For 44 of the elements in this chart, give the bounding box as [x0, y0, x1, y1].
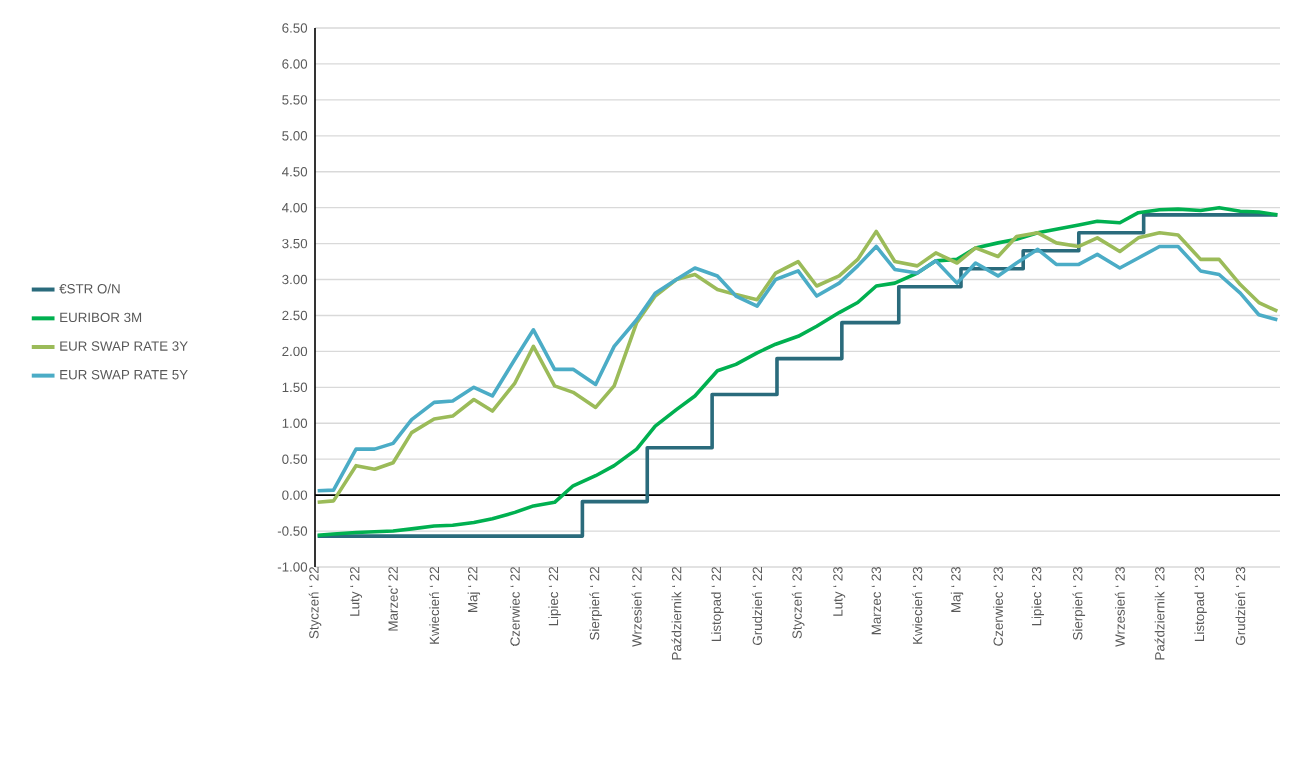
y-tick-label: 5.50: [282, 95, 308, 105]
x-tick-label: Maj ‘ 23: [950, 566, 964, 612]
y-tick-label: 4.00: [281, 202, 308, 213]
y-tick-label: 3.50: [282, 238, 308, 249]
x-tick-label: Październik ‘ 23: [1154, 566, 1165, 660]
x-tick-label: Styczeń ‘ 22: [308, 567, 322, 639]
legend-label: €STR O/N: [59, 283, 120, 294]
y-tick-label: 4.50: [281, 167, 308, 177]
x-tick-label: Listopad ‘ 22: [711, 567, 724, 641]
x-tick-label: Sierpień ‘ 22: [589, 567, 602, 640]
y-tick-label: 6.00: [282, 59, 308, 69]
x-tick-label: Marzec’ 22: [388, 567, 398, 631]
y-tick-label: 1.00: [282, 418, 308, 428]
x-tick-label: Listopad ‘ 23: [1194, 566, 1207, 641]
x-tick-label: Grudzień ‘ 22: [752, 567, 763, 645]
legend-label: EUR SWAP RATE 3Y: [60, 341, 188, 351]
x-tick-label: Październik ‘ 22: [671, 567, 682, 660]
y-tick-label: 0.00: [282, 490, 308, 500]
x-tick-label: Kwiecień ‘ 23: [912, 566, 923, 644]
y-tick-label: -0.50: [277, 526, 308, 536]
x-tick-label: Kwiecień ‘ 22: [429, 567, 440, 644]
x-tick-label: Czerwiec ‘ 23: [993, 566, 1003, 646]
x-tick-label: Styczeń ‘ 23: [791, 566, 805, 639]
x-tick-label: Maj ‘ 22: [467, 567, 481, 612]
legend-label: EURIBOR 3M: [60, 312, 142, 323]
y-tick-label: 0.50: [282, 454, 308, 464]
x-tick-label: Lipiec ‘ 22: [548, 567, 561, 626]
y-tick-label: -1.00: [277, 562, 308, 572]
x-tick-label: Czerwiec ‘ 22: [509, 567, 520, 646]
y-tick-label: 6.50: [282, 23, 308, 33]
y-tick-label: 3.00: [282, 274, 308, 285]
x-tick-label: Wrzesień ‘ 23: [1114, 566, 1125, 647]
x-tick-label: Luty ‘ 23: [833, 566, 846, 616]
x-tick-label: Sierpień ‘ 23: [1072, 566, 1086, 640]
y-tick-label: 5.00: [282, 131, 308, 141]
y-tick-label: 1.50: [282, 382, 308, 393]
y-tick-label: 2.00: [282, 346, 308, 357]
x-tick-label: Wrzesień ‘ 22: [631, 567, 642, 647]
x-tick-label: Marzec ‘ 23: [871, 566, 881, 635]
x-tick-label: Luty ‘ 22: [350, 567, 363, 616]
y-tick-label: 2.50: [282, 310, 308, 321]
x-tick-label: Grudzień ‘ 23: [1235, 566, 1246, 645]
legend-label: EUR SWAP RATE 5Y: [60, 369, 188, 380]
x-tick-label: Lipiec ‘ 23: [1031, 566, 1044, 626]
